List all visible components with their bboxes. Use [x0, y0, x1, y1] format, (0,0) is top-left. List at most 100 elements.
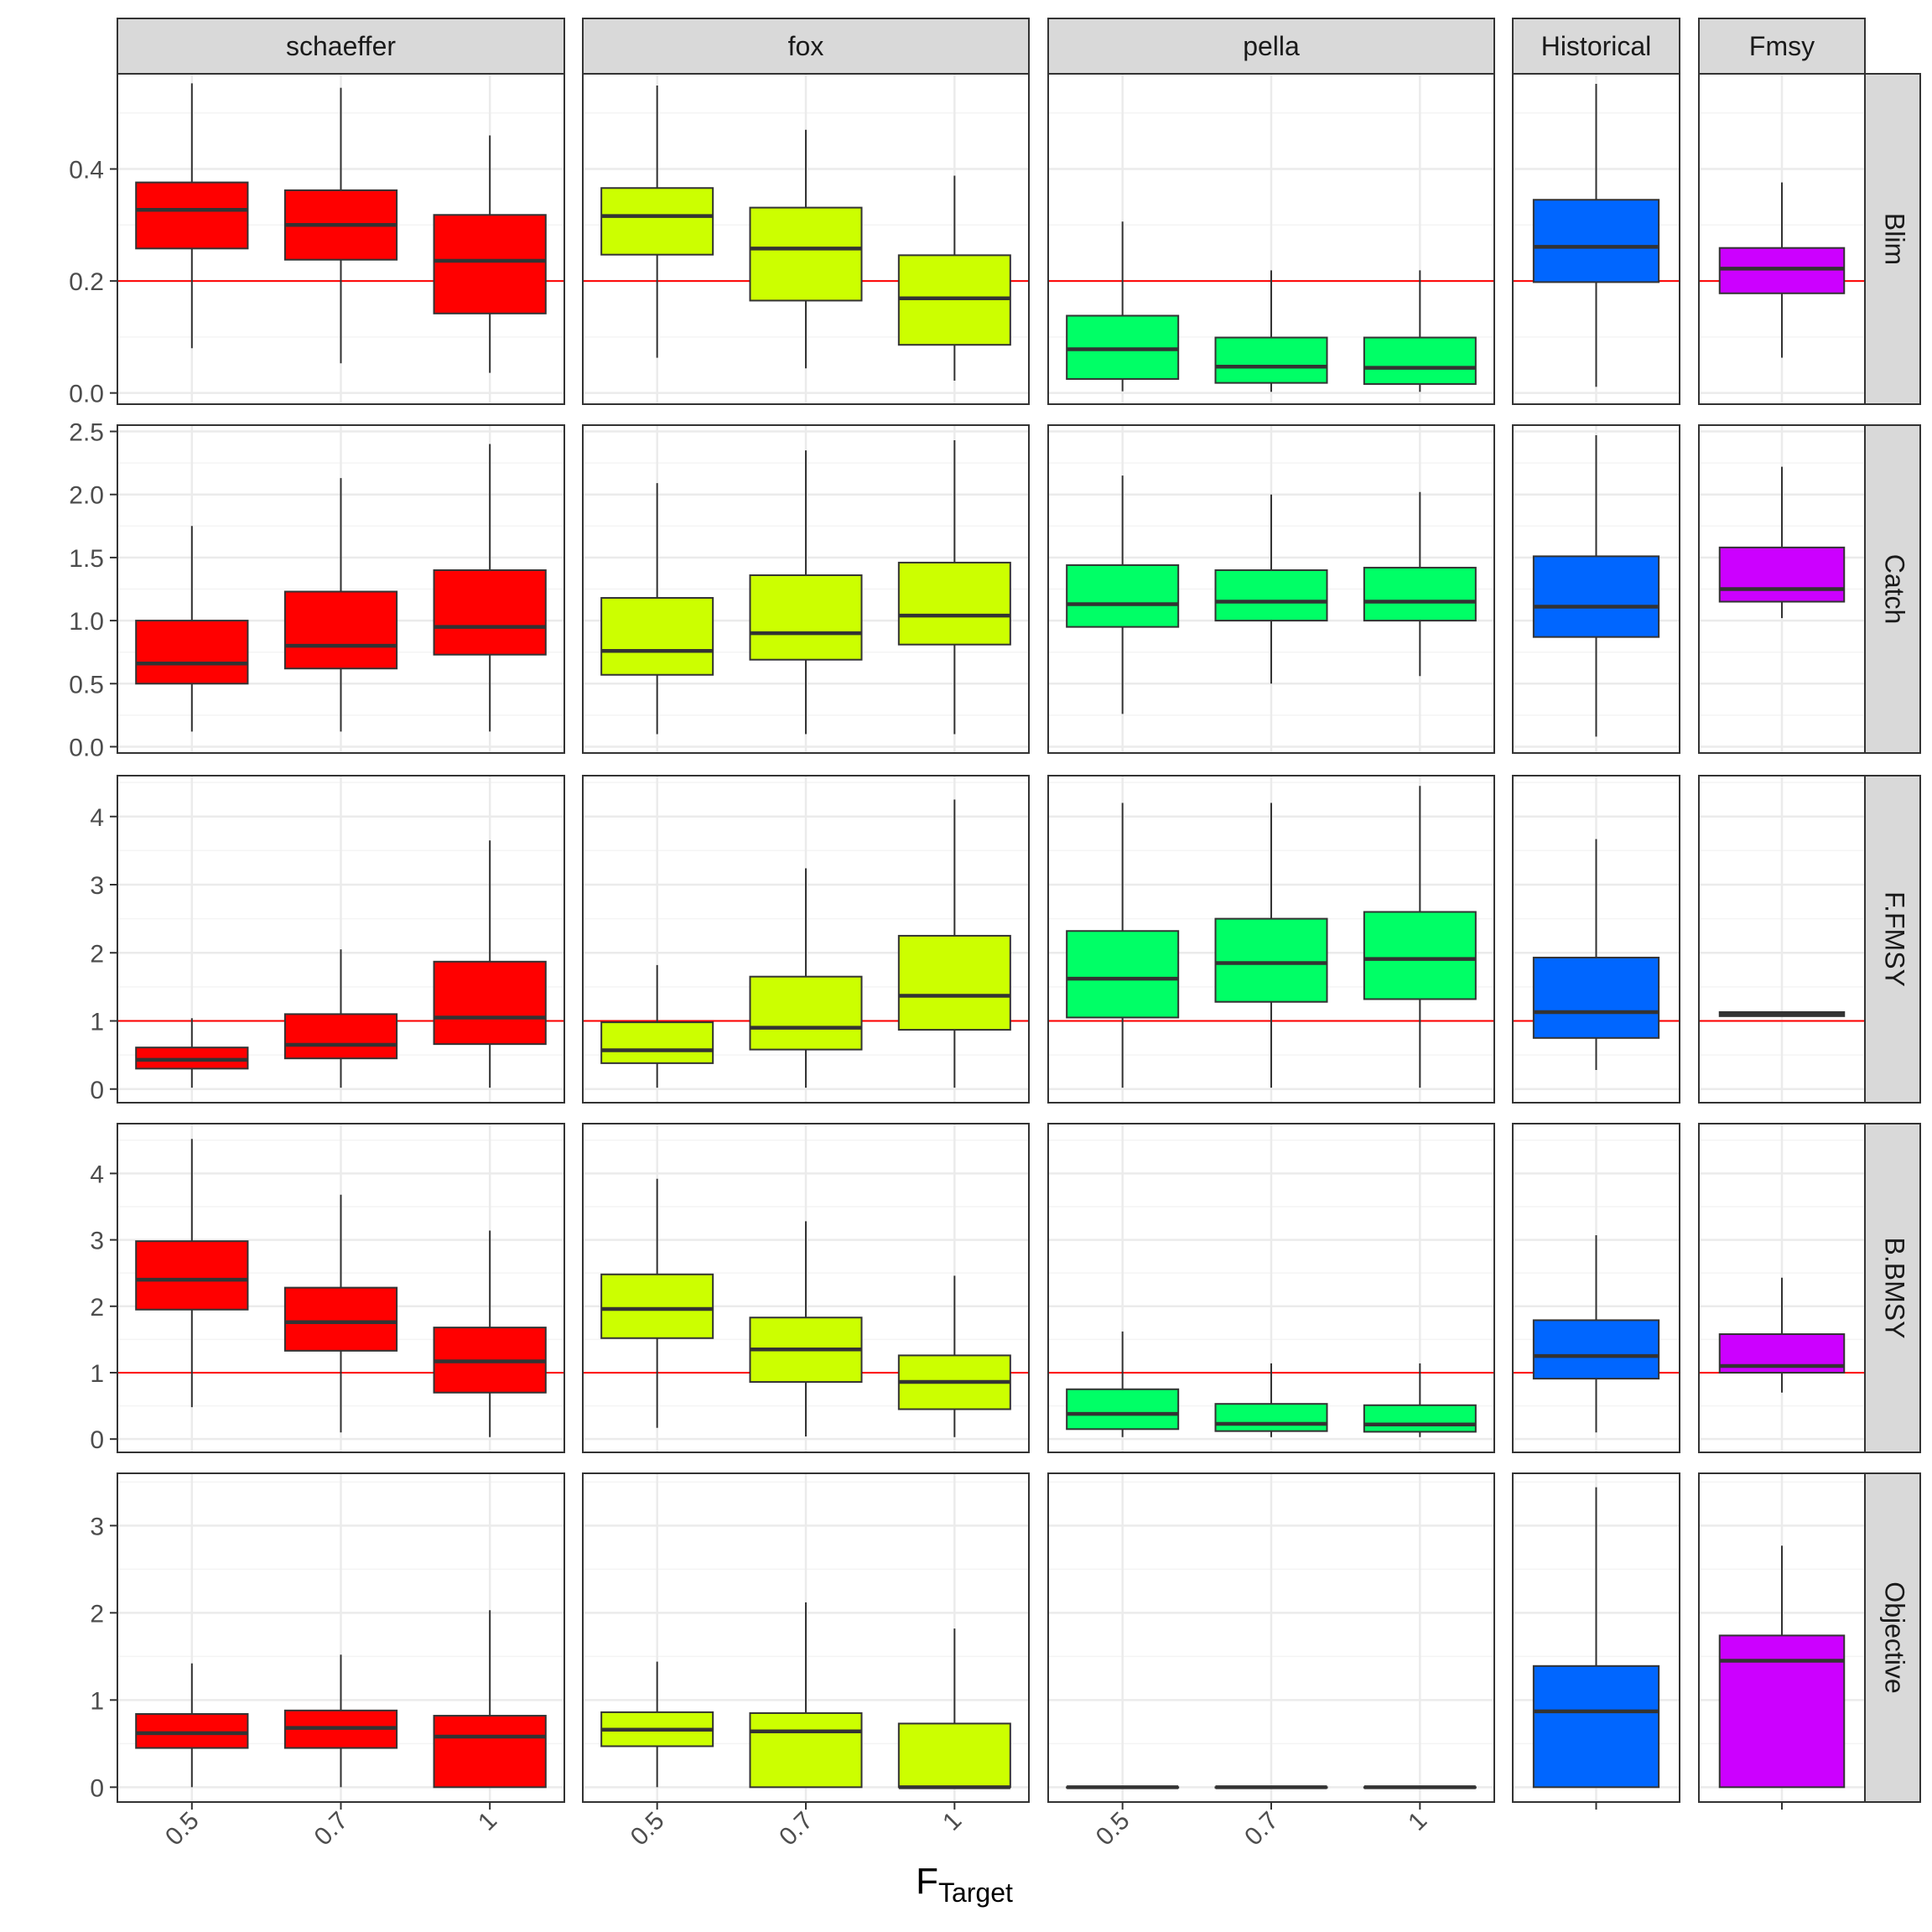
boxplot-pella-b-bmsy-1 [1363, 1363, 1477, 1437]
strip-catch [1864, 424, 1921, 754]
box [135, 1240, 249, 1311]
box [1532, 1665, 1660, 1789]
boxplot-schaeffer-catch-0-7 [283, 478, 398, 732]
boxplot-fox-b-bmsy-0-5 [600, 1178, 714, 1428]
marks-layer [117, 83, 1865, 1789]
strip-label-fmsy: Fmsy [1749, 31, 1815, 61]
box [897, 1722, 1011, 1789]
panel-border-schaeffer-catch [117, 424, 565, 754]
boxplot-fox-objective-0-7 [749, 1602, 863, 1789]
panel-border-schaeffer-b-bmsy [117, 1123, 565, 1453]
boxplot-schaeffer-f-fmsy-1 [433, 840, 547, 1088]
boxplot-fox-b-bmsy-0-7 [749, 1221, 863, 1436]
boxplot-fox-f-fmsy-0-5 [600, 964, 714, 1088]
boxplot-historical-blim-all [1532, 84, 1660, 387]
boxplot-pella-objective-0-5 [1066, 1785, 1180, 1789]
boxplot-schaeffer-objective-0-5 [135, 1663, 249, 1788]
boxplot-fox-catch-1 [897, 440, 1011, 735]
box [1214, 917, 1328, 1003]
boxplot-historical-objective-all [1532, 1487, 1660, 1789]
box [749, 1711, 863, 1789]
panel-border-historical-catch [1512, 424, 1680, 754]
box [1214, 1403, 1328, 1432]
boxplot-fox-objective-1 [897, 1628, 1011, 1789]
strip-label-catch: Catch [1880, 554, 1910, 625]
boxplot-schaeffer-b-bmsy-1 [433, 1230, 547, 1437]
boxplot-pella-f-fmsy-1 [1363, 786, 1477, 1088]
boxplot-fox-catch-0-7 [749, 450, 863, 735]
y-tick-label-b-bmsy: 3 [90, 1228, 104, 1255]
panel-border-fox-f-fmsy [582, 775, 1030, 1104]
strip-label-schaeffer: schaeffer [286, 31, 396, 61]
boxplot-schaeffer-blim-0-5 [135, 83, 249, 349]
boxplot-schaeffer-blim-1 [433, 135, 547, 373]
boxplot-fox-b-bmsy-1 [897, 1275, 1011, 1437]
box [1532, 555, 1660, 638]
box [1532, 1319, 1660, 1380]
y-tick-label-catch: 1.0 [69, 608, 104, 636]
strip-label-b-bmsy: B.BMSY [1880, 1238, 1910, 1339]
boxplot-fmsy-b-bmsy-all [1718, 1277, 1846, 1393]
box [1532, 956, 1660, 1039]
y-tick-label-f-fmsy: 0 [90, 1077, 104, 1104]
box [283, 590, 398, 670]
box [600, 1273, 714, 1339]
boxplot-pella-catch-0-5 [1066, 475, 1180, 714]
box [1066, 314, 1180, 380]
y-tick-label-f-fmsy: 2 [90, 940, 104, 968]
boxplot-historical-catch-all [1532, 435, 1660, 737]
box [1363, 1404, 1477, 1433]
box [749, 574, 863, 661]
y-tick-label-b-bmsy: 4 [90, 1161, 104, 1188]
box [749, 206, 863, 302]
box [1718, 247, 1846, 294]
boxplot-pella-catch-1 [1363, 491, 1477, 677]
box [135, 620, 249, 685]
box [1066, 564, 1180, 628]
box [749, 975, 863, 1051]
panel-border-fox-catch [582, 424, 1030, 754]
strips-layer: schaeffer fox pella Historical Fmsy Blim Catch… [117, 18, 1921, 1803]
boxplot-fox-catch-0-5 [600, 483, 714, 735]
y-tick-label-blim: 0.0 [69, 381, 104, 408]
boxplot-schaeffer-b-bmsy-0-7 [283, 1194, 398, 1433]
box [897, 934, 1011, 1031]
boxplot-schaeffer-objective-1 [433, 1610, 547, 1789]
strip-label-fox: fox [788, 31, 824, 61]
boxplot-fox-blim-0-7 [749, 129, 863, 369]
y-tick-label-f-fmsy: 4 [90, 804, 104, 832]
box [1363, 336, 1477, 385]
strip-label-blim: Blim [1880, 213, 1910, 265]
boxplot-pella-objective-0-7 [1214, 1785, 1328, 1789]
boxplot-fmsy-f-fmsy-all [1718, 1010, 1846, 1017]
boxplot-historical-b-bmsy-all [1532, 1235, 1660, 1433]
box [1532, 199, 1660, 283]
y-tick-label-b-bmsy: 0 [90, 1426, 104, 1454]
box [600, 1021, 714, 1064]
strip-label-historical: Historical [1541, 31, 1652, 61]
boxplot-pella-f-fmsy-0-5 [1066, 802, 1180, 1088]
box [135, 181, 249, 250]
y-tick-label-catch: 0.5 [69, 671, 104, 699]
y-tick-label-blim: 0.2 [69, 268, 104, 296]
boxplot-pella-f-fmsy-0-7 [1214, 802, 1328, 1088]
x-axis-title-subscript: Target [938, 1877, 1013, 1908]
x-axis-title-main: F [916, 1861, 938, 1902]
box [1718, 546, 1846, 603]
boxplot-pella-b-bmsy-0-7 [1214, 1363, 1328, 1437]
strip-pella [1047, 18, 1495, 75]
boxplot-schaeffer-blim-0-7 [283, 87, 398, 364]
box [283, 1013, 398, 1060]
y-tick-label-objective: 1 [90, 1687, 104, 1715]
boxplot-pella-blim-1 [1363, 270, 1477, 392]
box [433, 1715, 547, 1789]
strip-objective [1864, 1472, 1921, 1803]
box [1066, 1388, 1180, 1431]
panel-border-pella-b-bmsy [1047, 1123, 1495, 1453]
boxplot-fox-blim-0-5 [600, 86, 714, 358]
box [897, 561, 1011, 646]
y-tick-label-blim: 0.4 [69, 157, 104, 184]
y-tick-label-catch: 2.0 [69, 482, 104, 510]
box [600, 597, 714, 676]
